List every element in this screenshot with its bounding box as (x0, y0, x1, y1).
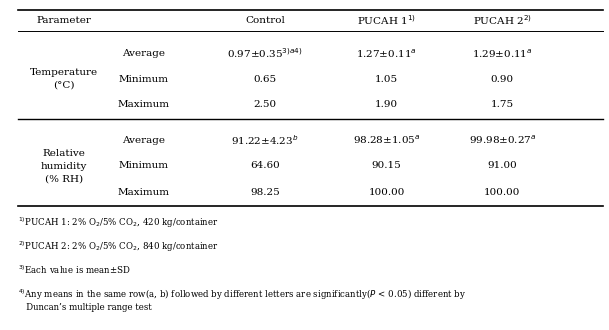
Text: 90.15: 90.15 (372, 161, 401, 171)
Text: Maximum: Maximum (117, 187, 169, 197)
Text: Maximum: Maximum (117, 100, 169, 110)
Text: $^{3)}$Each value is mean±SD: $^{3)}$Each value is mean±SD (18, 263, 131, 276)
Text: Parameter: Parameter (37, 16, 91, 25)
Text: 91.00: 91.00 (488, 161, 517, 171)
Text: $^{2)}$PUCAH 2: 2% O$_2$/5% CO$_2$, 840 kg/container: $^{2)}$PUCAH 2: 2% O$_2$/5% CO$_2$, 840 … (18, 239, 219, 254)
Text: PUCAH 1$^{1)}$: PUCAH 1$^{1)}$ (357, 14, 416, 27)
Text: 1.27±0.11$^{a}$: 1.27±0.11$^{a}$ (356, 47, 417, 60)
Text: $^{1)}$PUCAH 1: 2% O$_2$/5% CO$_2$, 420 kg/container: $^{1)}$PUCAH 1: 2% O$_2$/5% CO$_2$, 420 … (18, 215, 219, 230)
Text: 100.00: 100.00 (484, 187, 521, 197)
Text: 98.25: 98.25 (250, 187, 280, 197)
Text: 0.65: 0.65 (253, 75, 276, 84)
Text: 64.60: 64.60 (250, 161, 280, 171)
Text: 1.05: 1.05 (375, 75, 398, 84)
Text: Average: Average (122, 136, 164, 145)
Text: Temperature
(°C): Temperature (°C) (30, 68, 98, 90)
Text: 99.98±0.27$^{a}$: 99.98±0.27$^{a}$ (469, 134, 536, 147)
Text: Minimum: Minimum (118, 75, 168, 84)
Text: 1.75: 1.75 (491, 100, 514, 110)
Text: $^{4)}$Any means in the same row(a, b) followed by different letters are signifi: $^{4)}$Any means in the same row(a, b) f… (18, 287, 466, 312)
Text: 0.97±0.35$^{3)a4)}$: 0.97±0.35$^{3)a4)}$ (227, 47, 303, 60)
Text: Relative
humidity
(% RH): Relative humidity (% RH) (41, 149, 87, 183)
Text: 98.28±1.05$^{a}$: 98.28±1.05$^{a}$ (353, 134, 420, 147)
Text: Control: Control (245, 16, 285, 25)
Text: PUCAH 2$^{2)}$: PUCAH 2$^{2)}$ (473, 14, 532, 27)
Text: 1.90: 1.90 (375, 100, 398, 110)
Text: Average: Average (122, 49, 164, 58)
Text: 100.00: 100.00 (368, 187, 405, 197)
Text: 91.22±4.23$^{b}$: 91.22±4.23$^{b}$ (231, 133, 298, 147)
Text: 2.50: 2.50 (253, 100, 276, 110)
Text: 1.29±0.11$^{a}$: 1.29±0.11$^{a}$ (472, 47, 533, 60)
Text: 0.90: 0.90 (491, 75, 514, 84)
Text: Minimum: Minimum (118, 161, 168, 171)
